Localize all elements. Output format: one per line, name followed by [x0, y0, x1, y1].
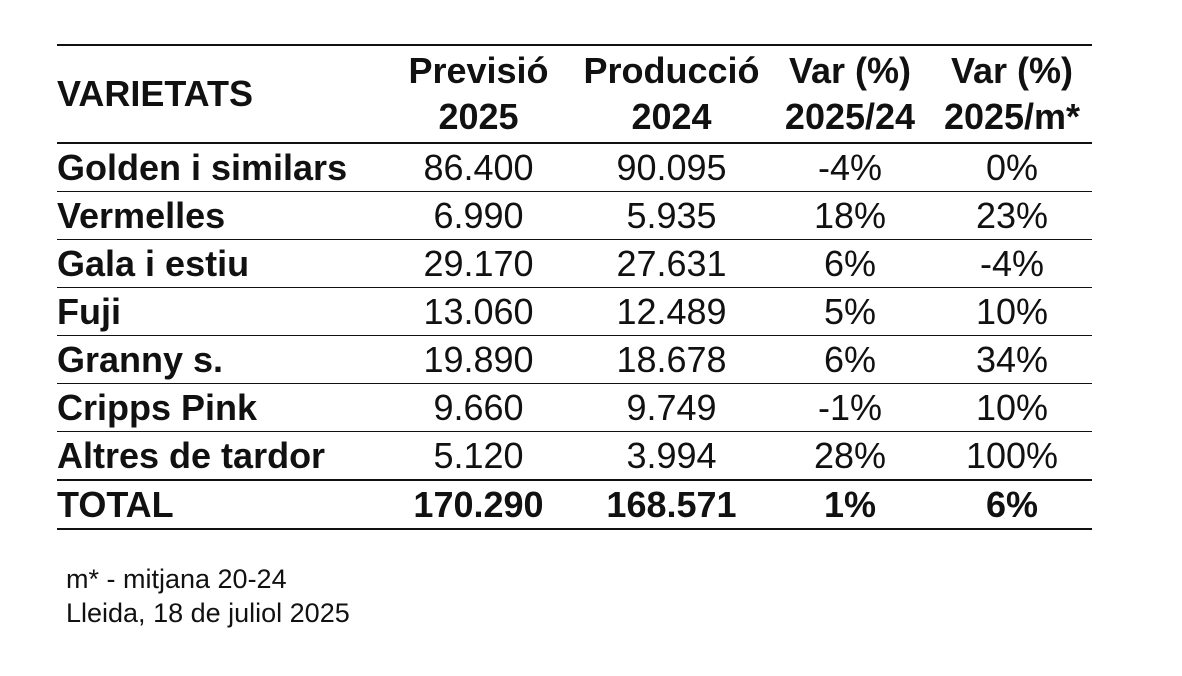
header-var1-line2: 2025/24 — [784, 96, 916, 137]
row-produccio: 3.994 — [626, 435, 717, 476]
row-variety-name: Fuji — [57, 291, 121, 332]
row-previsio: 5.120 — [433, 435, 524, 476]
row-variety-name: Altres de tardor — [57, 435, 326, 476]
row-produccio: 18.678 — [616, 339, 727, 380]
table-row: Fuji 13.060 12.489 5% 10% — [57, 288, 1092, 336]
row-produccio: 27.631 — [616, 243, 727, 284]
row-variety-name: Cripps Pink — [57, 387, 258, 428]
row-previsio: 6.990 — [433, 195, 524, 236]
row-previsio: 9.660 — [433, 387, 524, 428]
header-produccio-line2: 2024 — [631, 96, 712, 137]
header-var-2025-m: Var (%) 2025/m* — [932, 45, 1092, 143]
table-header: VARIETATS Previsió 2025 Producció 2024 V… — [57, 45, 1092, 143]
row-var-2025-m: 34% — [975, 339, 1049, 380]
row-var-2025-24: -1% — [817, 387, 883, 428]
row-variety-name: Granny s. — [57, 339, 224, 380]
table-body: Golden i similars 86.400 90.095 -4% 0% V… — [57, 143, 1092, 529]
total-produccio: 168.571 — [606, 484, 737, 525]
row-produccio: 5.935 — [626, 195, 717, 236]
row-previsio: 13.060 — [423, 291, 534, 332]
row-var-2025-24: 18% — [813, 195, 887, 236]
row-var-2025-24: 28% — [813, 435, 887, 476]
header-var1-line1: Var (%) — [788, 50, 912, 91]
row-var-2025-m: 10% — [975, 387, 1049, 428]
production-table-container: VARIETATS Previsió 2025 Producció 2024 V… — [57, 44, 1092, 530]
header-previsio-line2: 2025 — [438, 96, 519, 137]
header-produccio-line1: Producció — [583, 50, 760, 91]
header-var2-line2: 2025/m* — [943, 96, 1081, 137]
row-var-2025-m: 10% — [975, 291, 1049, 332]
row-produccio: 12.489 — [616, 291, 727, 332]
row-produccio: 9.749 — [626, 387, 717, 428]
row-previsio: 29.170 — [423, 243, 534, 284]
footnotes: m* - mitjana 20-24 Lleida, 18 de juliol … — [66, 562, 350, 630]
row-variety-name: Vermelles — [57, 195, 226, 236]
total-var-2025-24: 1% — [823, 484, 877, 525]
header-varietats: VARIETATS — [57, 73, 253, 114]
table-row: Gala i estiu 29.170 27.631 6% -4% — [57, 240, 1092, 288]
footnote-mitjana: m* - mitjana 20-24 — [66, 564, 287, 594]
place-date: Lleida, 18 de juliol 2025 — [66, 598, 350, 628]
total-previsio: 170.290 — [413, 484, 544, 525]
row-produccio: 90.095 — [616, 147, 727, 188]
row-var-2025-m: -4% — [979, 243, 1045, 284]
row-var-2025-24: 6% — [823, 339, 877, 380]
row-variety-name: Gala i estiu — [57, 243, 250, 284]
header-var2-line1: Var (%) — [950, 50, 1074, 91]
table-row: Granny s. 19.890 18.678 6% 34% — [57, 336, 1092, 384]
total-var-2025-m: 6% — [985, 484, 1039, 525]
total-row: TOTAL 170.290 168.571 1% 6% — [57, 480, 1092, 529]
table-row: Altres de tardor 5.120 3.994 28% 100% — [57, 432, 1092, 480]
header-row: VARIETATS Previsió 2025 Producció 2024 V… — [57, 45, 1092, 143]
header-previsio-line1: Previsió — [408, 50, 549, 91]
table-row: Cripps Pink 9.660 9.749 -1% 10% — [57, 384, 1092, 432]
row-var-2025-24: 6% — [823, 243, 877, 284]
header-previsio-2025: Previsió 2025 — [382, 45, 575, 143]
row-var-2025-24: 5% — [823, 291, 877, 332]
header-var-2025-24: Var (%) 2025/24 — [768, 45, 932, 143]
row-var-2025-m: 23% — [975, 195, 1049, 236]
table-row: Vermelles 6.990 5.935 18% 23% — [57, 192, 1092, 240]
row-previsio: 86.400 — [423, 147, 534, 188]
row-var-2025-m: 0% — [985, 147, 1039, 188]
row-var-2025-24: -4% — [817, 147, 883, 188]
table-row: Golden i similars 86.400 90.095 -4% 0% — [57, 143, 1092, 192]
production-table: VARIETATS Previsió 2025 Producció 2024 V… — [57, 44, 1092, 530]
header-produccio-2024: Producció 2024 — [575, 45, 768, 143]
row-var-2025-m: 100% — [965, 435, 1059, 476]
row-previsio: 19.890 — [423, 339, 534, 380]
row-variety-name: Golden i similars — [57, 147, 348, 188]
total-label: TOTAL — [57, 484, 174, 525]
